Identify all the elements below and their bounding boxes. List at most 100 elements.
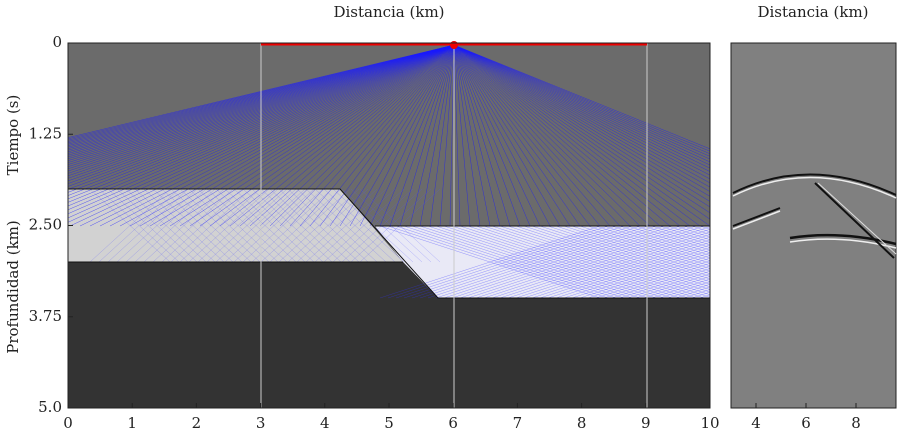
ray <box>453 44 710 152</box>
ray <box>68 44 455 174</box>
x-tick-label: 6 <box>801 414 811 432</box>
ray <box>249 44 455 227</box>
ray <box>453 44 710 214</box>
ray <box>199 44 455 227</box>
ray <box>251 188 333 263</box>
ray <box>224 188 306 263</box>
ray <box>395 225 617 299</box>
y-axis-title: Profundidad (km) <box>4 220 22 354</box>
ray <box>161 188 243 263</box>
ray <box>259 44 455 227</box>
ray <box>453 44 710 192</box>
ray <box>229 44 455 227</box>
ray <box>68 44 455 207</box>
ray <box>659 225 710 243</box>
ray <box>627 225 710 254</box>
ray <box>152 188 234 263</box>
frame <box>730 42 897 409</box>
ray <box>453 44 521 227</box>
ray <box>68 44 455 177</box>
ray <box>453 44 710 157</box>
ray <box>499 229 710 299</box>
ray <box>134 188 216 263</box>
ray <box>547 244 710 299</box>
ray <box>467 225 689 299</box>
ray <box>239 44 455 227</box>
ray <box>68 44 455 172</box>
ray <box>399 44 455 227</box>
ray <box>219 44 455 227</box>
ray <box>278 188 360 263</box>
ray <box>619 225 710 256</box>
ray <box>579 255 710 299</box>
ray <box>453 44 471 227</box>
ray <box>339 44 455 227</box>
ray <box>188 188 270 263</box>
ray <box>435 225 657 299</box>
ray <box>453 44 601 227</box>
ray <box>627 270 710 299</box>
ray <box>242 188 324 263</box>
ray <box>68 44 455 187</box>
ray <box>651 225 710 246</box>
ray <box>125 188 207 263</box>
ray <box>475 225 697 299</box>
ray <box>491 226 710 299</box>
ray <box>68 44 455 156</box>
x-tick-label: 7 <box>513 414 523 432</box>
ray <box>453 44 710 176</box>
ray <box>453 44 710 188</box>
ray <box>189 44 455 227</box>
raytrace-panel <box>67 41 711 409</box>
ray <box>507 231 710 299</box>
ray <box>419 225 641 299</box>
x-tick-label: 6 <box>448 414 458 432</box>
ray <box>68 44 455 167</box>
ray <box>603 225 710 261</box>
y-tick-label: 2.50 <box>29 216 62 234</box>
ray <box>329 44 455 227</box>
ray <box>453 44 691 227</box>
ray <box>453 44 651 227</box>
ray <box>119 44 455 227</box>
x-tick-label: 1 <box>127 414 137 432</box>
ray <box>453 44 531 227</box>
ray <box>149 44 455 227</box>
ray <box>206 188 288 263</box>
ray <box>379 225 601 299</box>
ray <box>68 44 455 149</box>
ray <box>68 44 455 158</box>
ray <box>68 44 455 182</box>
ray <box>453 44 501 227</box>
ray <box>68 44 455 193</box>
ray <box>68 44 455 151</box>
ray <box>260 188 342 263</box>
ray <box>619 268 710 299</box>
ray <box>453 44 710 155</box>
ray <box>68 44 455 196</box>
y-tick-label: 5.0 <box>38 398 62 416</box>
ray <box>369 44 455 227</box>
ray <box>483 225 705 299</box>
ray <box>159 44 455 227</box>
ray <box>453 44 681 227</box>
ray <box>453 44 671 227</box>
ray <box>68 44 455 142</box>
ray <box>531 239 710 299</box>
ray <box>68 44 455 160</box>
ray <box>296 188 378 263</box>
x-tick-label: 5 <box>384 414 394 432</box>
ray <box>68 44 455 203</box>
ray <box>68 44 455 165</box>
ray <box>68 44 455 190</box>
ray <box>323 188 405 263</box>
ray <box>68 44 455 223</box>
ray <box>453 44 621 227</box>
ray <box>453 44 710 197</box>
ray <box>459 225 681 299</box>
ray <box>453 44 511 227</box>
ray <box>453 44 710 163</box>
event <box>789 238 897 249</box>
source <box>450 41 458 49</box>
ray <box>539 242 710 299</box>
